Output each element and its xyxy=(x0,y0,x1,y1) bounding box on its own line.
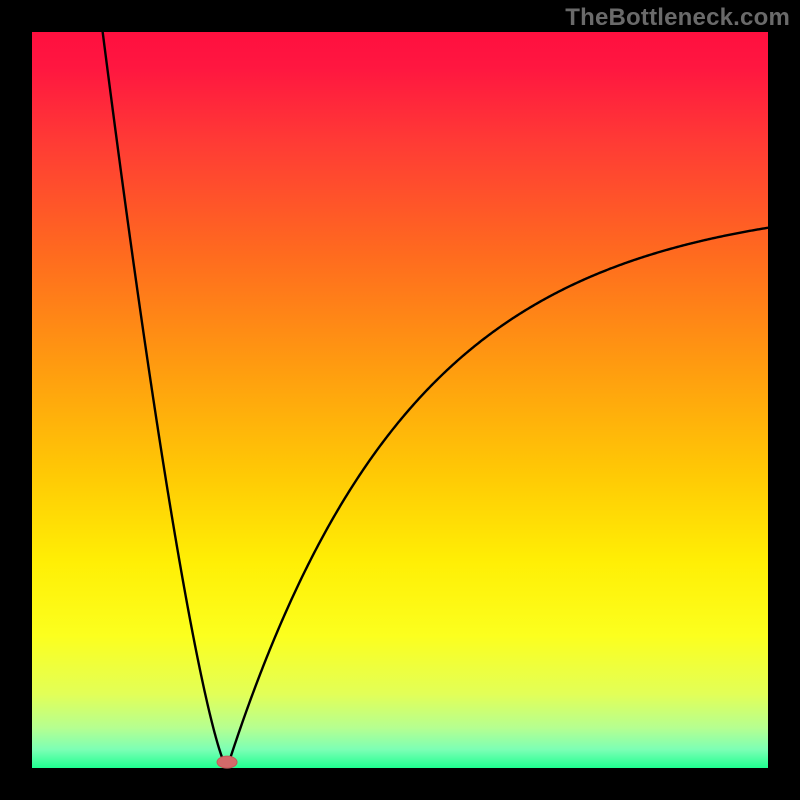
watermark-text: TheBottleneck.com xyxy=(565,4,790,32)
plot-background xyxy=(32,32,768,768)
bottleneck-chart-svg xyxy=(0,0,800,800)
chart-stage: TheBottleneck.com xyxy=(0,0,800,800)
optimum-marker xyxy=(217,756,237,768)
